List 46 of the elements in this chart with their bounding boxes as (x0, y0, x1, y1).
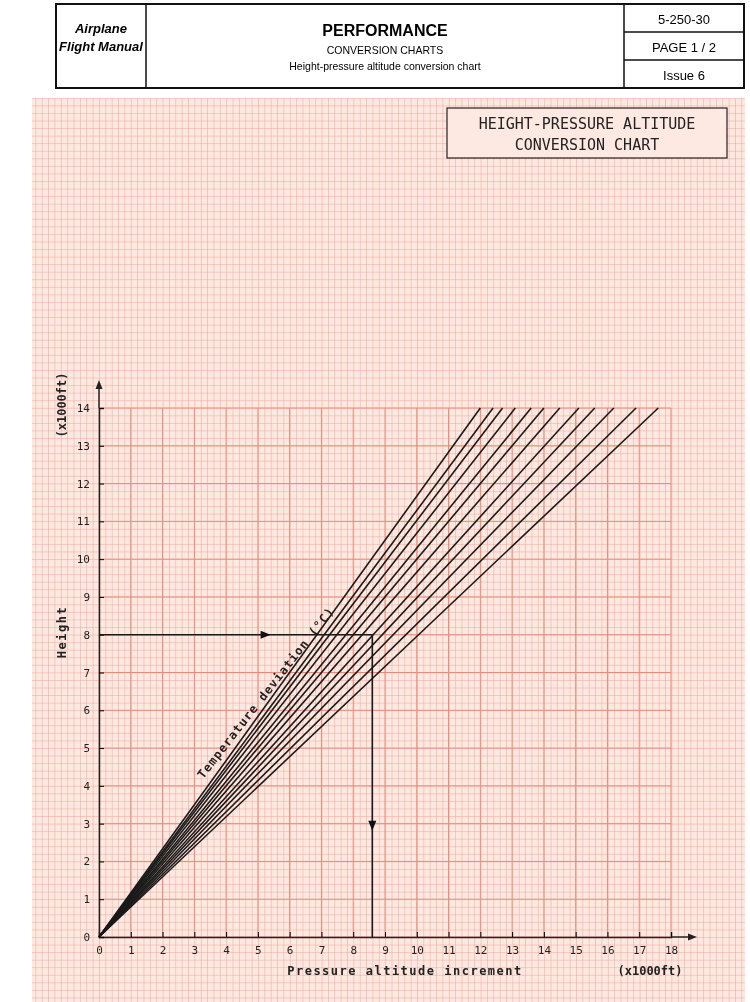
y-tick-label: 5 (83, 742, 90, 756)
y-tick-label: 11 (76, 515, 90, 529)
x-tick-label: 15 (569, 943, 583, 957)
chart-title: HEIGHT-PRESSURE ALTITUDE CONVERSION CHART (478, 115, 696, 154)
x-tick-label: 13 (505, 943, 520, 957)
text: Airplane Flight Manual (59, 21, 144, 54)
text: PERFORMANCE (322, 22, 448, 39)
y-tick-label: 10 (76, 553, 90, 567)
x-tick-label: 0 (96, 943, 103, 957)
text: 5-250-30 (657, 12, 711, 27)
x-tick-label: 18 (664, 943, 679, 957)
y-tick-label: 9 (83, 590, 90, 604)
x-tick-label: 12 (474, 943, 488, 957)
x-tick-label: 16 (601, 943, 615, 957)
x-tick-label: 5 (255, 943, 262, 957)
y-tick-label: 7 (83, 666, 90, 680)
text: Issue 6 (663, 68, 705, 83)
x-tick-label: 2 (159, 943, 167, 957)
x-tick-label: 8 (350, 943, 358, 957)
y-tick-label: 0 (83, 931, 90, 945)
x-tick-label: 3 (191, 943, 199, 957)
y-tick-label: 14 (76, 402, 91, 416)
x-tick-label: 6 (286, 943, 294, 957)
x-tick-label: 9 (382, 943, 389, 957)
text: (x1000ft) (55, 372, 69, 438)
y-tick-label: 6 (83, 704, 90, 718)
x-tick-label: 11 (442, 943, 456, 957)
y-tick-label: 2 (83, 855, 90, 869)
text: (x1000ft) (617, 964, 683, 978)
y-tick-label: 8 (83, 628, 90, 642)
y-tick-label: 3 (83, 817, 90, 831)
y-tick-label: 4 (83, 779, 91, 793)
x-tick-label: 17 (633, 943, 647, 957)
text: Height-pressure altitude conversion chart (289, 60, 481, 72)
x-tick-label: 1 (127, 943, 135, 957)
y-tick-label: 1 (83, 893, 90, 907)
x-tick-label: 10 (410, 943, 424, 957)
text: CONVERSION CHARTS (326, 44, 444, 56)
text: PAGE 1 / 2 (651, 40, 717, 55)
y-axis-title: Height (55, 605, 69, 659)
x-axis-title: Pressure altitude increment (287, 964, 523, 978)
y-tick-label: 13 (76, 439, 90, 453)
y-tick-label: 12 (76, 477, 90, 491)
x-tick-label: 14 (537, 943, 552, 957)
x-tick-label: 7 (318, 943, 326, 957)
x-tick-label: 4 (223, 943, 231, 957)
